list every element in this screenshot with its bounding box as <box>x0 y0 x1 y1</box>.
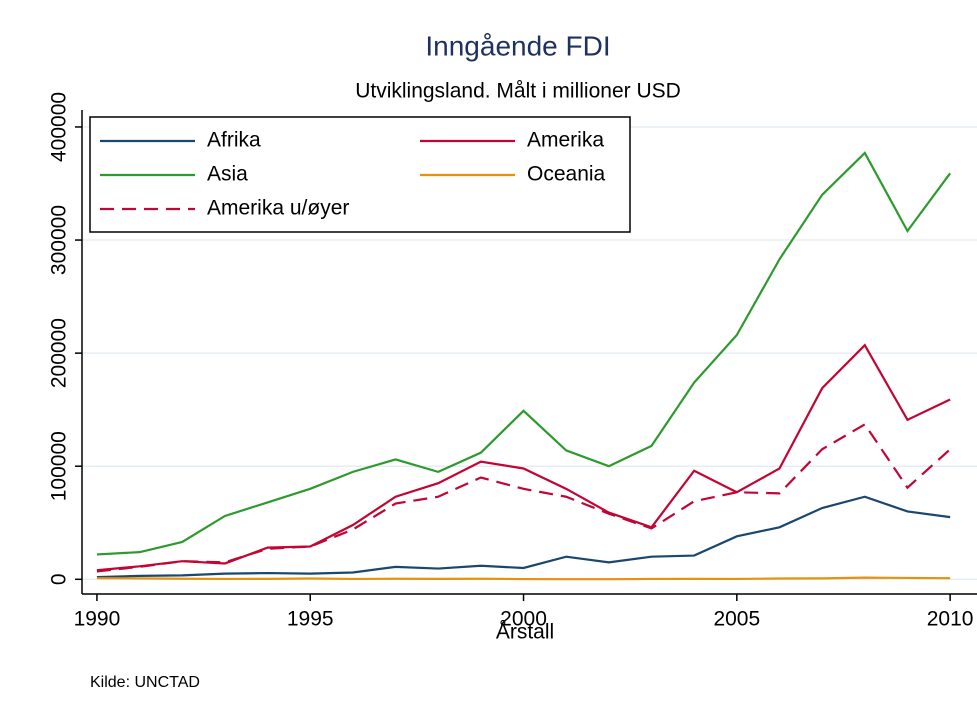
chart-subtitle: Utviklingsland. Målt i millioner USD <box>355 80 681 103</box>
legend-label: Asia <box>207 163 248 186</box>
x-tick-label: 2005 <box>713 608 760 631</box>
x-tick-label: 2000 <box>500 608 547 631</box>
series-line <box>96 576 951 581</box>
legend-label: Afrika <box>207 129 261 152</box>
y-tick-label: 0 <box>48 573 71 585</box>
legend-label: Amerika u/øyer <box>207 197 349 220</box>
legend-label: Amerika <box>527 129 604 152</box>
series-line <box>96 151 952 556</box>
x-axis-title: Årstall <box>496 621 554 644</box>
y-tick-label: 300000 <box>48 205 71 275</box>
y-tick-label: 100000 <box>48 431 71 501</box>
series-line <box>96 422 951 573</box>
x-tick-label: 1990 <box>74 608 121 631</box>
x-tick-label: 2010 <box>927 608 974 631</box>
legend-label: Oceania <box>527 163 606 186</box>
series-line <box>96 495 951 579</box>
x-tick-label: 1995 <box>287 608 334 631</box>
y-tick-label: 400000 <box>48 92 71 162</box>
chart-title: Inngående FDI <box>425 30 610 61</box>
y-tick-label: 200000 <box>48 318 71 388</box>
source-note: Kilde: UNCTAD <box>90 674 200 691</box>
